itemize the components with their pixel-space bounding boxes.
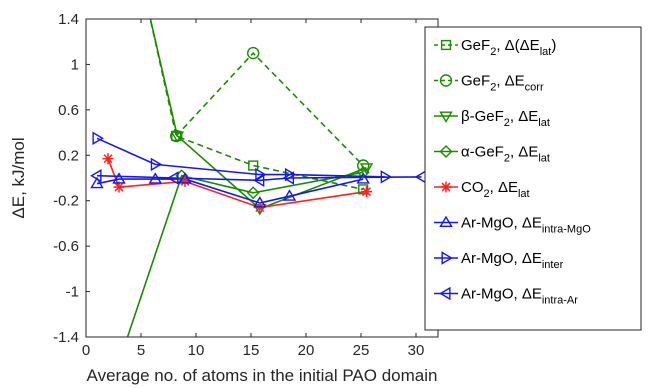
legend-label: β-GeF2, ΔElat <box>461 108 550 129</box>
legend-marker <box>439 215 453 228</box>
y-tick-label: -1 <box>66 284 79 301</box>
legend-item-0: GeF2, Δ(ΔElat) <box>434 37 556 58</box>
data-point-6-1 <box>150 157 163 172</box>
data-point-4-4 <box>361 186 372 198</box>
marker-layer <box>90 46 427 216</box>
data-point-1-2 <box>357 159 370 172</box>
legend-item-1: GeF2, ΔEcorr <box>434 73 544 94</box>
x-axis-label: Average no. of atoms in the initial PAO … <box>87 366 438 385</box>
x-tick-label: 25 <box>353 342 370 359</box>
y-tick-label: 1.4 <box>58 11 79 28</box>
legend-box <box>424 26 642 331</box>
data-point-0-2 <box>248 160 259 171</box>
series-line-6 <box>96 137 386 178</box>
series-line-2 <box>149 19 367 210</box>
data-point-5-2 <box>148 172 163 184</box>
legend-label: α-GeF2, ΔElat <box>461 144 550 165</box>
data-point-7-0 <box>90 169 102 183</box>
data-point-5-5 <box>282 189 297 201</box>
data-point-3-3 <box>356 165 370 179</box>
x-tick-label: 20 <box>298 342 315 359</box>
data-point-2-1 <box>170 131 185 143</box>
data-point-7-3 <box>282 171 295 185</box>
data-point-5-1 <box>112 172 126 184</box>
x-tick-label: 5 <box>137 342 145 359</box>
data-point-6-0 <box>92 131 104 145</box>
legend-label: GeF2, Δ(ΔElat) <box>461 37 556 58</box>
data-point-5-6 <box>356 172 370 184</box>
legend-item-6: Ar-MgO, ΔEinter <box>434 250 564 271</box>
data-point-3-2 <box>246 186 260 200</box>
data-point-1-1 <box>246 46 260 60</box>
y-tick-label: 1 <box>71 56 79 73</box>
data-point-5-4 <box>253 196 267 208</box>
y-tick-label: -0.6 <box>53 238 79 255</box>
series-line-1 <box>175 51 364 167</box>
legend-marker <box>440 181 452 193</box>
data-point-2-3 <box>359 163 374 175</box>
y-tick-label: -1.4 <box>53 329 79 346</box>
legend-marker <box>439 286 451 301</box>
data-point-7-1 <box>167 171 179 185</box>
legend: GeF2, Δ(ΔElat) GeF2, ΔEcorr β-GeF2, ΔElat α… <box>424 26 642 331</box>
legend-label: Ar-MgO, ΔEinter <box>461 250 564 271</box>
data-point-4-0 <box>102 153 114 165</box>
legend-label: CO2, ΔElat <box>461 179 530 200</box>
legend-marker <box>439 145 453 158</box>
data-point-0-3 <box>358 184 369 195</box>
legend-item-3: α-GeF2, ΔElat <box>434 144 550 165</box>
legend-item-2: β-GeF2, ΔElat <box>434 108 550 129</box>
data-point-6-4 <box>380 170 393 184</box>
x-tick-label: 10 <box>188 342 205 359</box>
y-tick-label: 0.6 <box>58 102 79 119</box>
data-point-1-0 <box>169 129 183 143</box>
series-line-3 <box>126 171 364 337</box>
legend-item-5: Ar-MgO, ΔEintra-MgO <box>434 215 591 236</box>
legend-item-4: CO2, ΔElat <box>434 179 530 200</box>
legend-marker <box>439 74 453 87</box>
y-axis-label: ΔE, kJ/mol <box>9 137 28 218</box>
x-tick-label: 15 <box>243 342 260 359</box>
data-point-7-2 <box>252 173 265 187</box>
x-tick-label: 0 <box>82 342 90 359</box>
y-tick-label: -0.2 <box>53 193 79 210</box>
legend-label: GeF2, ΔEcorr <box>461 73 544 94</box>
y-tick-label: 0.2 <box>58 147 79 164</box>
legend-marker <box>439 111 453 123</box>
data-point-5-0 <box>90 176 104 189</box>
legend-label: Ar-MgO, ΔEintra-MgO <box>461 215 591 236</box>
tick-layer: 0 5 10 15 20 25 30 1.4 1 0.6 0.2 -0.2 -0.6 -1 -1.4 <box>53 11 438 359</box>
legend-marker <box>441 251 453 265</box>
x-tick-label: 30 <box>408 342 425 359</box>
data-point-6-3 <box>284 167 297 182</box>
legend-label: Ar-MgO, ΔEintra-Ar <box>461 286 578 307</box>
legend-item-7: Ar-MgO, ΔEintra-Ar <box>434 286 578 307</box>
data-point-5-3 <box>178 172 192 184</box>
legend-marker <box>440 39 452 51</box>
series-line-7 <box>96 174 422 182</box>
